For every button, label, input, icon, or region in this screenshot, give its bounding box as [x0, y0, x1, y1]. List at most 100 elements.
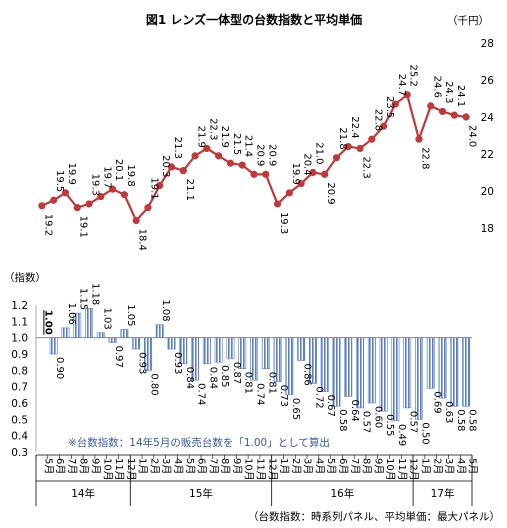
- line-point: [285, 189, 293, 197]
- line-point: [167, 163, 176, 171]
- line-point: [415, 135, 423, 143]
- bar-data-label: 0.69: [431, 391, 442, 413]
- line-point: [356, 144, 364, 153]
- bar-data-label: 1.06: [66, 303, 77, 325]
- bar: [379, 337, 388, 412]
- line-point: [38, 202, 46, 210]
- bar-data-label: 0.85: [219, 365, 230, 387]
- line-data-label: 21.8: [337, 127, 348, 149]
- month-tick-label: 10月: [243, 458, 255, 481]
- line-data-label: 24.0: [467, 125, 478, 147]
- month-tick-label: 10月: [101, 458, 113, 481]
- line-point: [332, 154, 341, 162]
- line-point: [191, 152, 199, 160]
- line-data-label: 19.2: [42, 214, 53, 236]
- bar: [167, 337, 176, 350]
- line-y-tick-label: 18: [481, 223, 494, 235]
- month-tick-label: 2月: [290, 458, 302, 474]
- line-data-label: 22.3: [207, 118, 218, 140]
- line-data-label: 19.8: [125, 164, 136, 186]
- bar-data-label: 0.63: [443, 401, 454, 423]
- bar-data-label: 0.93: [172, 352, 183, 374]
- bar: [202, 337, 211, 365]
- month-tick-label: 12月: [408, 458, 420, 481]
- line-data-label: 20.3: [160, 155, 171, 177]
- bar-data-label: 0.64: [349, 399, 360, 421]
- line-data-label: 20.9: [325, 182, 336, 204]
- line-data-label: 21.1: [184, 179, 195, 201]
- month-tick-label: 4月: [455, 458, 467, 474]
- month-tick-label: 4月: [313, 458, 325, 474]
- bar-data-label: 0.58: [455, 409, 466, 431]
- line-point: [203, 144, 211, 153]
- bar-data-label: 0.74: [255, 383, 266, 405]
- bar-data-label: 1.08: [160, 299, 171, 321]
- line-data-label: 24.7: [396, 74, 407, 96]
- bar: [391, 337, 400, 422]
- line-data-label: 21.0: [313, 142, 324, 164]
- bar-data-label: 1.15: [78, 288, 89, 310]
- line-data-label: 21.9: [219, 126, 230, 148]
- chart-note: ※台数指数：14年5月の販売台数を「1.00」として算出: [68, 436, 330, 449]
- month-tick-label: 11月: [113, 458, 125, 481]
- bar: [344, 337, 353, 397]
- bar-data-label: 1.03: [101, 308, 112, 330]
- line-data-label: 20.9: [266, 144, 277, 166]
- bar: [356, 337, 365, 409]
- month-tick-label: 9月: [90, 458, 102, 474]
- line-data-label: 19.1: [78, 216, 89, 238]
- line-data-label: 22.4: [349, 116, 360, 138]
- line-point: [297, 180, 305, 188]
- bar: [415, 337, 423, 420]
- month-tick-label: 1月: [278, 458, 290, 474]
- line-point: [179, 167, 187, 175]
- category-axis: 5月 6月 7月 8月 9月 10月 11月 12月 1月 2月 3月 4月 5月 6月 7月 8月 9月 10月…: [35, 454, 479, 506]
- line-point: [85, 200, 93, 208]
- bar: [120, 329, 129, 338]
- bar: [438, 337, 447, 399]
- month-tick-label: 8月: [361, 458, 373, 474]
- bar-data-label: 0.84: [184, 367, 195, 389]
- bar-data-label: 0.65: [290, 398, 301, 420]
- line-point: [438, 107, 447, 116]
- bar-y-tick-label: 1.1: [11, 316, 28, 328]
- line-point: [226, 159, 235, 167]
- line-data-label: 24.3: [443, 81, 454, 103]
- line-data-label: 20.9: [255, 144, 266, 166]
- month-tick-label: 5月: [184, 458, 196, 474]
- bar-data-label: 0.74: [196, 383, 207, 405]
- line-data-label: 19.3: [278, 212, 289, 234]
- month-tick-label: 1月: [419, 458, 431, 474]
- line-y-tick-label: 26: [481, 75, 495, 87]
- line-point: [250, 170, 258, 178]
- bar: [462, 337, 471, 407]
- bar-y-tick-label: 0.9: [11, 349, 28, 361]
- line-point: [144, 204, 152, 212]
- bar: [297, 337, 306, 361]
- month-tick-label: 5月: [325, 458, 337, 474]
- bar: [155, 324, 164, 338]
- line-data-label: 20.4: [302, 153, 313, 175]
- month-tick-label: 11月: [255, 458, 267, 481]
- bar-data-label: 0.67: [325, 395, 336, 417]
- bar: [85, 307, 93, 338]
- bar-data-label: 0.57: [408, 411, 419, 433]
- bar-data-label: 0.55: [384, 414, 395, 436]
- month-tick-label: 6月: [337, 458, 349, 474]
- month-tick-label: 6月: [196, 458, 208, 474]
- bar: [96, 332, 105, 338]
- bar-data-label: 0.80: [148, 373, 159, 395]
- bar-y-tick-label: 0.8: [11, 365, 28, 377]
- month-tick-label: 9月: [372, 458, 384, 474]
- bar-data-label: 0.60: [372, 406, 383, 428]
- month-tick-label: 7月: [207, 458, 219, 474]
- month-tick-label: 2月: [148, 458, 160, 474]
- line-point: [321, 170, 329, 178]
- year-label: 15年: [189, 487, 213, 500]
- line-data-label: 19.5: [54, 170, 65, 192]
- bar-y-tick-label: 0.3: [11, 447, 28, 459]
- line-data-label: 21.9: [196, 126, 207, 148]
- line-data-label: 25.2: [408, 65, 419, 87]
- bar-data-label: 0.81: [243, 372, 254, 394]
